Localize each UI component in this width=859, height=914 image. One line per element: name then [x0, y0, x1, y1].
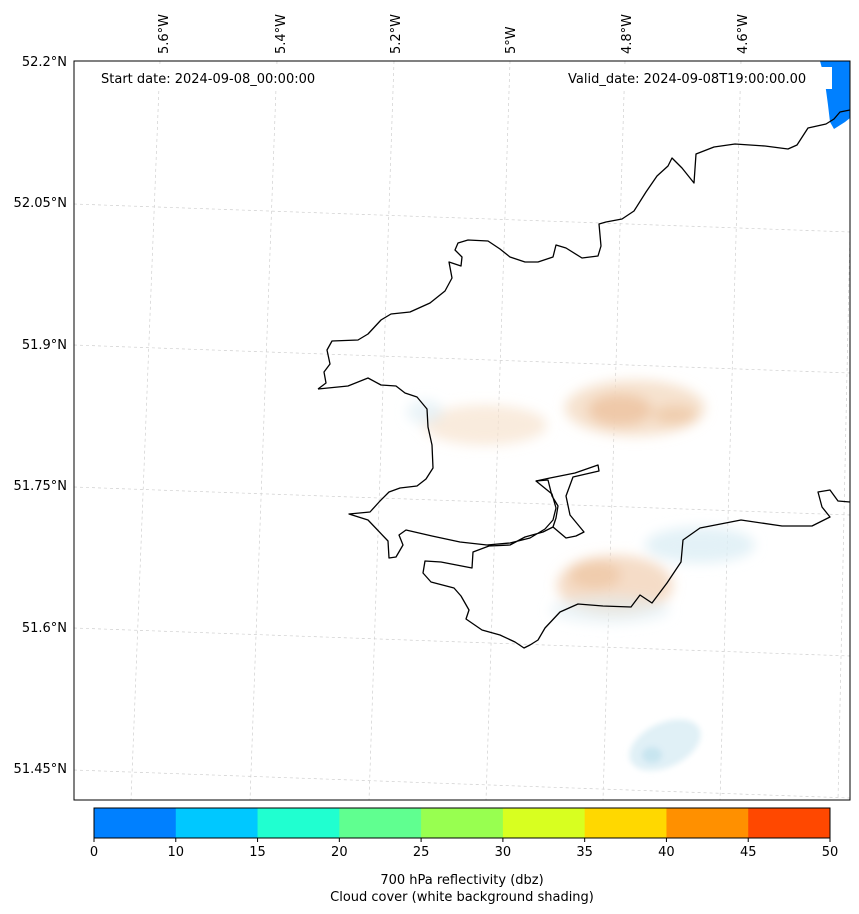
- colorbar-bin-25-30: [421, 808, 504, 838]
- colorbar-tick-label-45: 45: [740, 845, 757, 860]
- colorbar-frame: [93, 807, 831, 839]
- colorbar-bin-20-25: [339, 808, 422, 838]
- map-frame: [73, 60, 851, 801]
- precip-cell-center: [565, 380, 705, 436]
- lat-label-51.9n: 51.9°N: [22, 338, 67, 353]
- coastline-peninsula: [535, 464, 600, 539]
- colorbar-bin-45-50: [748, 808, 831, 838]
- longitude-labels: 5.6°W 5.4°W 5.2°W 5°W 4.8°W 4.6°W: [157, 14, 751, 54]
- lat-label-52.2n: 52.2°N: [22, 55, 67, 70]
- colorbar-bin-40-45: [666, 808, 749, 838]
- cloud-patch-southeast: [629, 719, 701, 771]
- lat-label-52.05n: 52.05°N: [14, 196, 67, 211]
- start-date-box: [90, 67, 338, 89]
- valid-date-label: Valid_date: 2024-09-08T19:00:00.00: [568, 72, 806, 87]
- colorbar-tick-label-0: 0: [90, 845, 98, 860]
- meridian-4.4w: [837, 229, 850, 800]
- lon-label-4.8w: 4.8°W: [620, 14, 635, 54]
- colorbar-label-line2: Cloud cover (white background shading): [330, 890, 594, 905]
- colorbar-tick-label-35: 35: [576, 845, 593, 860]
- latitude-labels: 52.2°N 52.05°N 51.9°N 51.75°N 51.6°N 51.…: [14, 55, 67, 777]
- colorbar-bin-35-40: [584, 808, 667, 838]
- colorbar-label-line1: 700 hPa reflectivity (dbz): [380, 873, 543, 888]
- precip-band-south: [550, 527, 755, 624]
- colorbar-tick-label-50: 50: [822, 845, 839, 860]
- lon-label-5.6w: 5.6°W: [157, 14, 172, 54]
- colorbar-bin-15-20: [257, 808, 340, 838]
- lon-label-5.2w: 5.2°W: [389, 14, 404, 54]
- colorbar-tick-label-10: 10: [168, 845, 185, 860]
- lon-label-5w: 5°W: [504, 26, 519, 54]
- valid-date-box: [562, 67, 832, 89]
- lon-label-4.6w: 4.6°W: [736, 14, 751, 54]
- colorbar-tick-label-30: 30: [495, 845, 512, 860]
- reflectivity-shading: [407, 380, 755, 771]
- colorbar-bin-0-10: [94, 808, 177, 838]
- light-precip-area-west: [407, 400, 547, 445]
- lat-label-51.75n: 51.75°N: [14, 479, 67, 494]
- coastline-mid-west: [317, 377, 850, 649]
- colorbar: 0 10 15 20 25 30 35 40 45 50: [90, 807, 839, 860]
- colorbar-tick-label-15: 15: [249, 845, 266, 860]
- lon-label-5.4w: 5.4°W: [274, 14, 289, 54]
- coastline-north: [317, 109, 850, 390]
- gridlines: [74, 61, 850, 800]
- coastline: [317, 109, 850, 649]
- colorbar-tick-label-25: 25: [413, 845, 430, 860]
- colorbar-tick-label-20: 20: [331, 845, 348, 860]
- colorbar-bin-10-15: [175, 808, 259, 838]
- lat-label-51.6n: 51.6°N: [22, 621, 67, 636]
- lat-label-51.45n: 51.45°N: [14, 762, 67, 777]
- map-area: Start date: 2024-09-08_00:00:00 Valid_da…: [74, 61, 850, 800]
- start-date-label: Start date: 2024-09-08_00:00:00: [101, 72, 315, 87]
- colorbar-tick-label-40: 40: [658, 845, 675, 860]
- colorbar-bin-30-35: [502, 808, 586, 838]
